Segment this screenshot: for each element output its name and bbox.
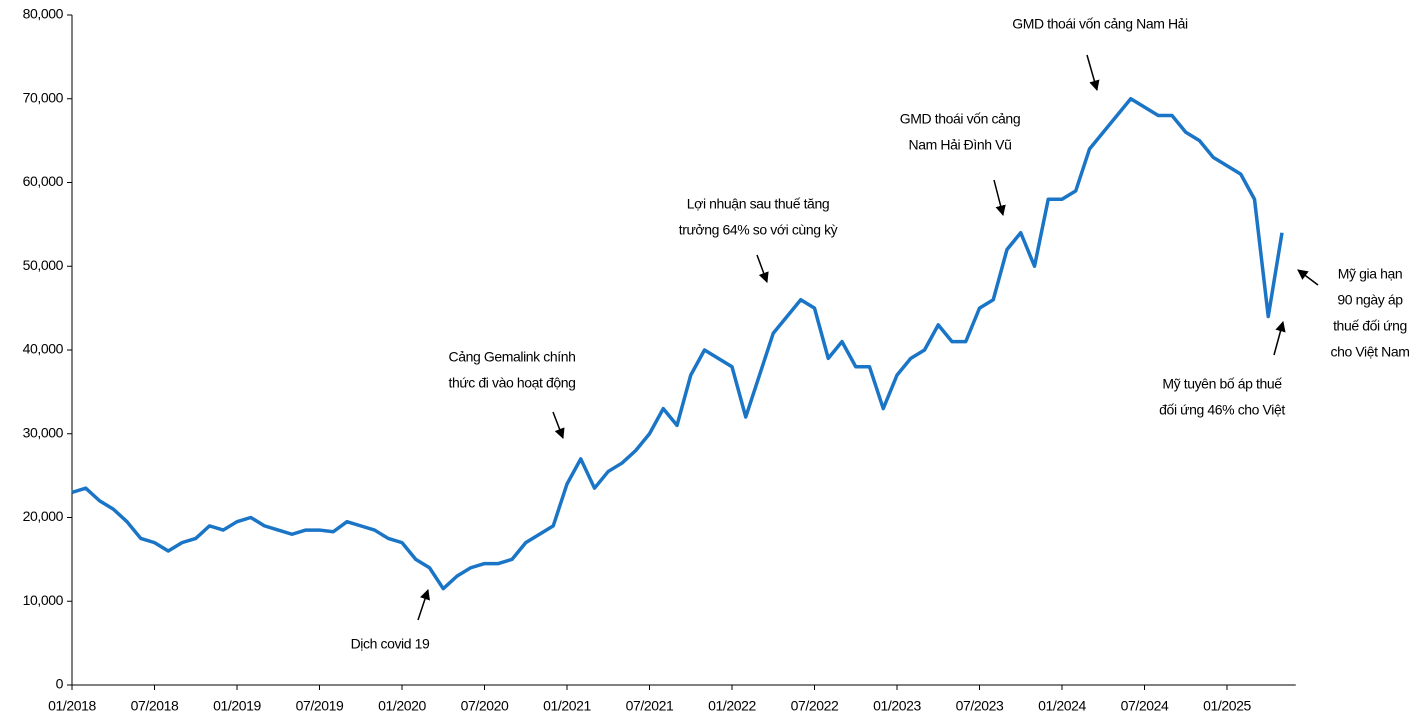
x-tick-label: 07/2018	[131, 698, 179, 714]
annotation-text: Mỹ gia hạn	[1338, 266, 1402, 282]
annotation-arrow	[1297, 269, 1319, 286]
annotation-text: đối ứng 46% cho Việt	[1159, 402, 1285, 418]
y-tick-label: 60,000	[23, 173, 64, 189]
annotation-text: thuế đối ứng	[1333, 318, 1407, 334]
y-tick-label: 10,000	[23, 592, 64, 608]
x-tick-label: 01/2025	[1203, 698, 1251, 714]
annotation-arrow	[552, 411, 565, 439]
y-tick-label: 70,000	[23, 89, 64, 105]
annotation-arrow	[756, 254, 769, 283]
annotation-text: thức đi vào hoạt động	[448, 375, 575, 391]
y-tick-label: 20,000	[23, 508, 64, 524]
y-tick-label: 50,000	[23, 257, 64, 273]
x-tick-label: 01/2019	[213, 698, 261, 714]
annotation-text: trưởng 64% so với cùng kỳ	[679, 222, 838, 238]
x-tick-label: 07/2019	[296, 698, 344, 714]
price-line	[71, 97, 1284, 591]
annotation-arrow	[417, 589, 430, 621]
annotation-text: cho Việt Nam	[1331, 344, 1410, 360]
x-tick-label: 07/2023	[956, 698, 1004, 714]
annotation-arrow	[993, 179, 1006, 217]
y-tick-label: 30,000	[23, 424, 64, 440]
x-tick-label: 07/2020	[461, 698, 509, 714]
x-tick-label: 01/2021	[543, 698, 591, 714]
annotation-text: Nam Hải Đình Vũ	[909, 137, 1012, 153]
annotation-text: Cảng Gemalink chính	[448, 349, 575, 365]
annotation-arrow	[1086, 54, 1100, 92]
annotation-text: Lợi nhuận sau thuế tăng	[687, 196, 829, 212]
annotation-arrow	[1273, 320, 1286, 356]
annotation-text: GMD thoái vốn cảng	[900, 111, 1020, 127]
annotation-text: Mỹ tuyên bố áp thuế	[1162, 376, 1282, 392]
x-tick-label: 01/2018	[48, 698, 96, 714]
annotation-text: GMD thoái vốn cảng Nam Hải	[1012, 16, 1188, 32]
x-tick-label: 01/2020	[378, 698, 426, 714]
x-tick-label: 07/2021	[626, 698, 674, 714]
y-tick-label: 40,000	[23, 341, 64, 357]
x-tick-label: 07/2022	[791, 698, 839, 714]
annotation-text: Dịch covid 19	[351, 636, 430, 652]
x-tick-label: 01/2023	[873, 698, 921, 714]
annotation-text: 90 ngày áp	[1337, 292, 1403, 308]
y-tick-label: 80,000	[23, 6, 64, 22]
x-tick-label: 07/2024	[1121, 698, 1169, 714]
y-tick-label: 0	[56, 676, 64, 692]
x-tick-label: 01/2022	[708, 698, 756, 714]
x-tick-label: 01/2024	[1038, 698, 1086, 714]
